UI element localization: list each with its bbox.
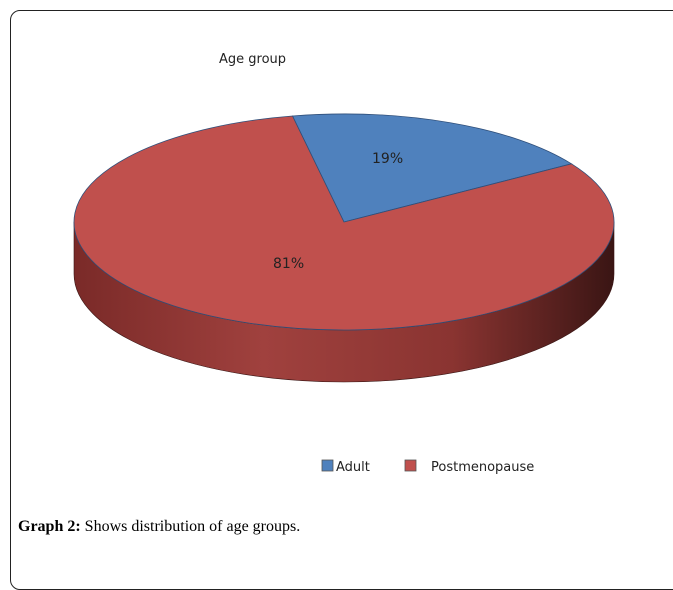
legend-swatch-adult bbox=[321, 459, 334, 472]
legend-label-adult: Adult bbox=[336, 460, 370, 475]
legend-swatch-postmenopause bbox=[404, 459, 417, 472]
chart-title: Age group bbox=[219, 52, 286, 67]
legend-label-postmenopause: Postmenopause bbox=[431, 460, 534, 475]
pie-slices bbox=[73, 113, 615, 383]
pie-chart: Age group 19% 81% Adult Postmenopause bbox=[73, 52, 615, 475]
slice-label-postmenopause: 81% bbox=[273, 256, 304, 272]
pie-slice-postmenopause bbox=[73, 115, 615, 331]
slice-label-adult: 19% bbox=[372, 151, 403, 167]
caption-label: Graph 2: bbox=[18, 518, 81, 535]
caption-text: Shows distribution of age groups. bbox=[80, 518, 301, 535]
pie-slice-adult bbox=[291, 113, 573, 223]
legend: Adult Postmenopause bbox=[321, 459, 534, 475]
figure-caption: Graph 2: Shows distribution of age group… bbox=[18, 518, 300, 536]
